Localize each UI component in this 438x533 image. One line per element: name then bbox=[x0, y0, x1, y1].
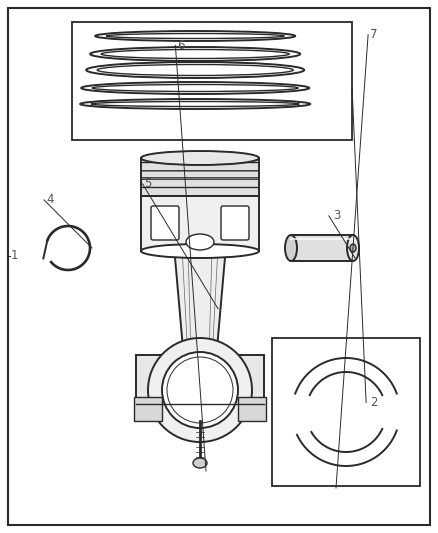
Ellipse shape bbox=[86, 62, 304, 78]
Text: 7: 7 bbox=[370, 28, 378, 41]
Ellipse shape bbox=[347, 235, 359, 261]
Ellipse shape bbox=[91, 101, 299, 107]
Ellipse shape bbox=[285, 235, 297, 261]
Ellipse shape bbox=[106, 34, 284, 38]
FancyBboxPatch shape bbox=[221, 206, 249, 240]
Ellipse shape bbox=[162, 352, 238, 428]
Bar bbox=[272, 338, 420, 486]
Ellipse shape bbox=[350, 244, 356, 252]
Text: 6: 6 bbox=[177, 39, 185, 52]
Ellipse shape bbox=[101, 50, 289, 59]
Bar bbox=[141, 196, 259, 251]
Ellipse shape bbox=[141, 151, 259, 165]
Ellipse shape bbox=[80, 99, 310, 109]
Polygon shape bbox=[184, 355, 216, 360]
Bar bbox=[136, 355, 264, 417]
Ellipse shape bbox=[141, 244, 259, 258]
Text: 3: 3 bbox=[333, 209, 340, 222]
Ellipse shape bbox=[92, 85, 298, 92]
Ellipse shape bbox=[81, 82, 309, 94]
Ellipse shape bbox=[193, 458, 207, 468]
Ellipse shape bbox=[186, 234, 214, 250]
Bar bbox=[291, 235, 353, 261]
Bar bbox=[238, 397, 266, 421]
Bar bbox=[141, 158, 259, 196]
Ellipse shape bbox=[90, 47, 300, 61]
Text: 1: 1 bbox=[11, 249, 18, 262]
Ellipse shape bbox=[97, 64, 293, 76]
Ellipse shape bbox=[95, 31, 295, 41]
FancyBboxPatch shape bbox=[151, 206, 179, 240]
Text: 2: 2 bbox=[370, 396, 378, 409]
Bar bbox=[72, 22, 352, 140]
Text: 4: 4 bbox=[46, 193, 53, 206]
Bar bbox=[134, 397, 162, 421]
Polygon shape bbox=[174, 246, 226, 360]
Text: 5: 5 bbox=[145, 177, 152, 190]
Ellipse shape bbox=[148, 338, 252, 442]
